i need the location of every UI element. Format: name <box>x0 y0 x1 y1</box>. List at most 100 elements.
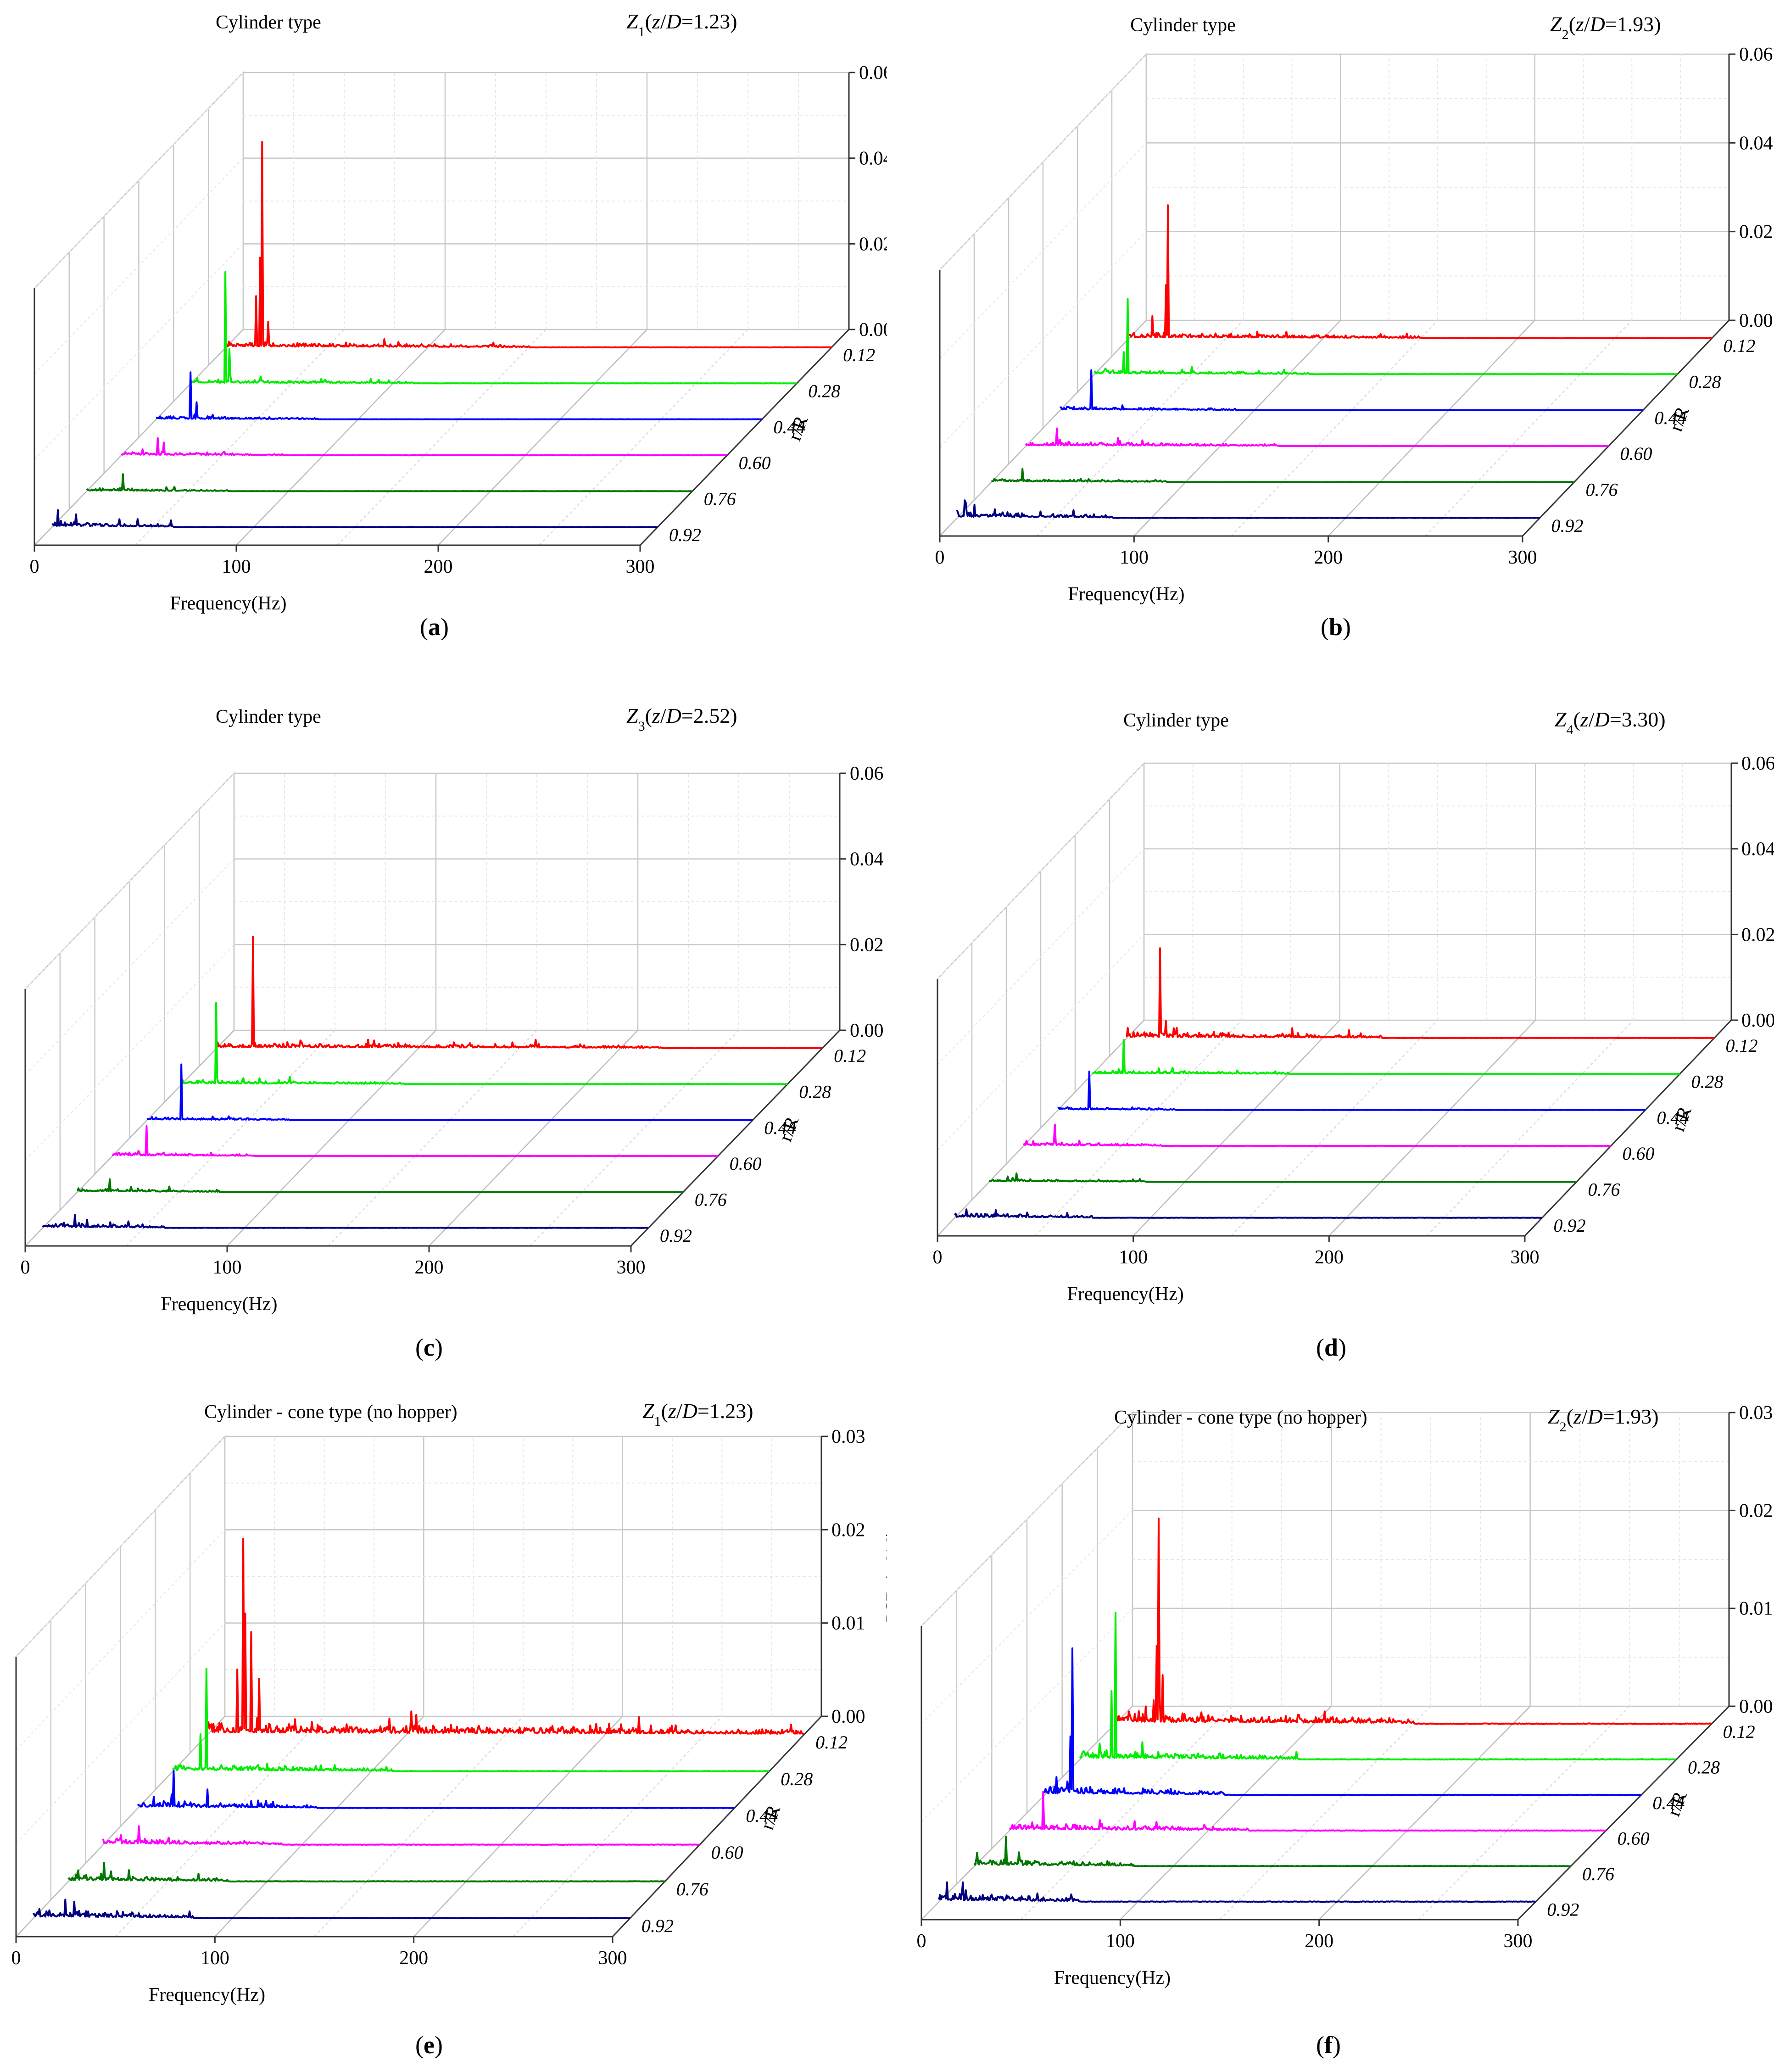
chart-d-floor-minor <box>1231 1020 1438 1236</box>
chart-d-depth-tick-label: 0.12 <box>1726 1035 1758 1056</box>
chart-c-d-symbol: D <box>666 704 681 727</box>
chart-a-depth-tick-label: 0.76 <box>704 489 736 509</box>
chart-d-floor <box>937 1020 1732 1236</box>
chart-e-floor-minor <box>314 1716 524 1937</box>
chart-f-depth-tick-label: 0.28 <box>1688 1757 1720 1777</box>
chart-c-series-0_92 <box>42 1214 648 1229</box>
chart-a-d-symbol: D <box>666 10 681 33</box>
chart-a-series-0_60 <box>121 437 727 457</box>
chart-a-floor-xline <box>438 329 647 546</box>
chart-d-ztick-label: 0.06 <box>1741 753 1774 774</box>
chart-b-ztick-label: 0.04 <box>1739 133 1773 154</box>
chart-c-depth-tick-label: 0.44 <box>764 1117 796 1138</box>
chart-b-slash: / <box>1584 12 1590 36</box>
chart-d-grid <box>937 761 1732 1238</box>
chart-f-series-0_92 <box>938 1881 1536 1903</box>
chart-d-height-label: Z4(z/D=3.30) <box>1555 708 1666 737</box>
chart-e-series-0_92 <box>33 1899 630 1919</box>
chart-c-axes <box>24 773 841 1247</box>
chart-b-ztick-label: 0.02 <box>1739 222 1773 243</box>
chart-c-floor-xline <box>227 1030 436 1246</box>
chart-a-axes <box>33 73 850 546</box>
chart-b-z-symbol: Z <box>1550 12 1562 36</box>
chart-c-height-label: Z3(z/D=2.52) <box>626 704 737 734</box>
chart-e-ztick-label: 0.03 <box>831 1426 865 1447</box>
chart-e-side-hgrid <box>16 1529 225 1751</box>
chart-d-xtick-label: 300 <box>1511 1247 1540 1268</box>
chart-e-height-label: Z1(z/D=1.23) <box>642 1399 753 1429</box>
chart-a-height-value: =1.23) <box>681 10 737 33</box>
chart-a-depth-tick-label: 0.44 <box>773 417 805 437</box>
chart-d-z-over: z <box>1580 708 1589 731</box>
chart-f-depth-tick-label: 0.12 <box>1723 1721 1755 1742</box>
chart-d-xlabel: Frequency(Hz) <box>1067 1284 1183 1305</box>
chart-f-slash: / <box>1582 1405 1588 1428</box>
panel-label-d: (d) <box>1316 1334 1347 1361</box>
chart-a-floor-minor <box>337 329 547 546</box>
chart-a-ztick-label: 0.06 <box>859 62 887 84</box>
chart-d-ztick-label: 0.04 <box>1741 839 1774 860</box>
chart-d-floor-xline <box>937 1020 1144 1236</box>
chart-a-floor-xline <box>236 329 446 546</box>
chart-e-side-hgrid <box>16 1622 225 1844</box>
chart-c-xlabel: Frequency(Hz) <box>161 1294 277 1315</box>
chart-b-depth-tick-label: 0.12 <box>1724 335 1756 356</box>
chart-c-paren-open: ( <box>645 704 652 727</box>
chart-f-floor-xline <box>1120 1706 1332 1920</box>
chart-f-ztick-label: 0.01 <box>1739 1598 1773 1620</box>
chart-c-side-hgrid <box>25 944 234 1161</box>
chart-c-series-0_12 <box>216 936 823 1050</box>
chart-e-series-0_60 <box>102 1825 700 1846</box>
chart-e-side-hgrid <box>16 1436 225 1657</box>
chart-d-d-symbol: D <box>1594 708 1610 731</box>
chart-f-minor-grid <box>921 1412 1729 1822</box>
chart-d-floor-xline <box>1132 1020 1340 1236</box>
chart-d-series-0_92 <box>954 1208 1542 1219</box>
chart-a-paren-open: ( <box>645 10 652 33</box>
chart-d-xtick-label: 100 <box>1119 1247 1148 1268</box>
chart-b-side-hgrid <box>939 142 1147 359</box>
chart-e-axes <box>15 1436 822 1938</box>
chart-a-z-symbol: Z <box>626 10 638 33</box>
chart-d-minor-grid <box>937 763 1731 1151</box>
chart-a-xlabel: Frequency(Hz) <box>170 593 286 614</box>
chart-e-depth-axis <box>612 1715 822 1938</box>
chart-c-floor-minor <box>126 1030 335 1246</box>
panel-label-a: (a) <box>420 613 449 641</box>
chart-a-title: Cylinder type <box>216 12 321 33</box>
chart-c-depth-tick-label: 0.28 <box>799 1082 831 1102</box>
chart-panel-a: 0100200300Frequency(Hz)0.000.020.040.06P… <box>0 0 887 691</box>
chart-a-height-label: Z1(z/D=1.23) <box>626 10 737 39</box>
chart-b-side-hgrid <box>939 54 1147 270</box>
chart-b-grid <box>939 52 1730 538</box>
chart-f-axes <box>920 1413 1730 1921</box>
chart-f-depth-axis <box>1517 1705 1730 1921</box>
chart-b-xtick-label: 100 <box>1120 547 1149 568</box>
chart-c-side-hgrid <box>25 773 234 989</box>
chart-b-xlabel: Frequency(Hz) <box>1068 584 1184 605</box>
chart-a-ztick-label: 0.00 <box>859 319 887 341</box>
chart-f-title: Cylinder - cone type (no hopper) <box>1114 1407 1367 1428</box>
chart-c-depth-tick-label: 0.60 <box>730 1153 762 1174</box>
chart-e-series-0_12 <box>206 1538 804 1735</box>
chart-d-slash: / <box>1589 708 1595 731</box>
chart-f-floor-minor <box>1219 1706 1431 1920</box>
chart-panel-f: 0100200300Frequency(Hz)0.000.010.020.03P… <box>887 1381 1774 2072</box>
chart-e-depth-tick-label: 0.92 <box>642 1916 674 1936</box>
chart-e-xtick-label: 0 <box>11 1948 21 1969</box>
chart-c-xtick-label: 100 <box>213 1257 242 1278</box>
chart-f-ztick-label: 0.02 <box>1739 1500 1773 1521</box>
chart-c-depth-tick-label: 0.12 <box>834 1045 866 1066</box>
chart-b-series-0_92 <box>956 499 1540 519</box>
chart-e-ztick-label: 0.00 <box>831 1706 865 1727</box>
chart-f-series-0_12 <box>1114 1517 1712 1725</box>
chart-d-height-value: =3.30) <box>1610 708 1666 731</box>
chart-b-paren-open: ( <box>1569 12 1576 36</box>
chart-b-depth-axis <box>1522 319 1730 537</box>
chart-c-xtick-label: 0 <box>21 1257 30 1278</box>
chart-b-series-0_12 <box>1128 204 1712 340</box>
chart-f-series-0_44 <box>1043 1647 1641 1796</box>
chart-d-paren-open: ( <box>1573 708 1580 731</box>
chart-a-xtick-label: 100 <box>222 556 251 577</box>
chart-d-series-0_60 <box>1022 1123 1611 1147</box>
